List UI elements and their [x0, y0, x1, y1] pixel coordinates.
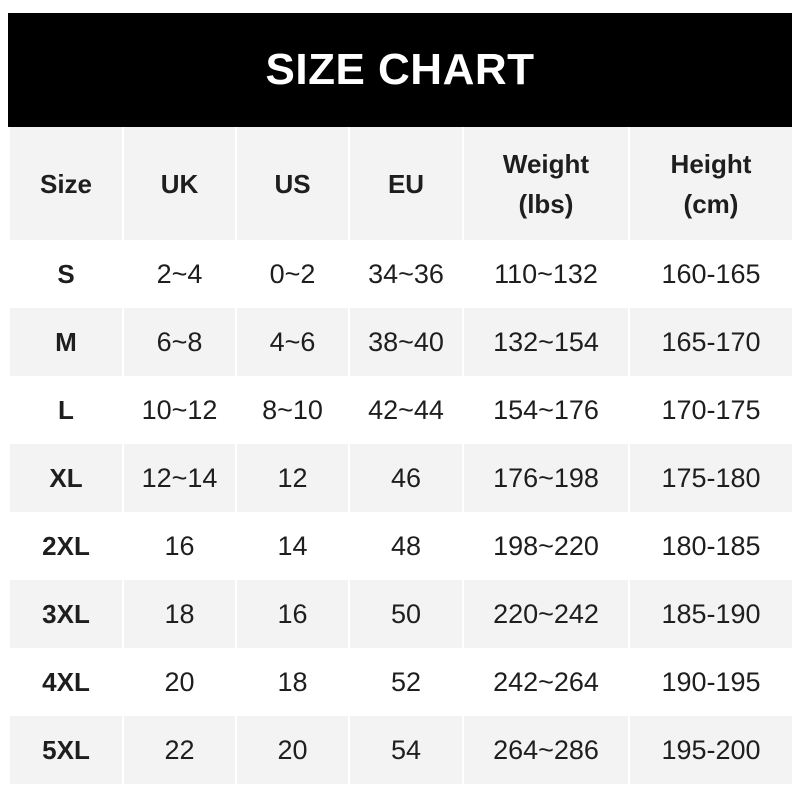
table-row: 5XL 22 20 54 264~286 195-200 [8, 716, 794, 784]
table-cell: 160-165 [628, 240, 794, 308]
table-cell: 264~286 [462, 716, 630, 784]
table-cell: 4~6 [235, 308, 350, 376]
table-cell: 38~40 [348, 308, 464, 376]
table-row: 2XL 16 14 48 198~220 180-185 [8, 512, 794, 580]
size-cell: XL [8, 444, 124, 512]
table-cell: 34~36 [348, 240, 464, 308]
size-cell: 5XL [8, 716, 124, 784]
column-header: EU [348, 127, 464, 240]
table-cell: 110~132 [462, 240, 630, 308]
column-header: Size [8, 127, 124, 240]
column-header-unit: (cm) [683, 188, 739, 219]
size-cell: 3XL [8, 580, 124, 648]
column-header: UK [122, 127, 237, 240]
table-cell: 16 [122, 512, 237, 580]
table-cell: 52 [348, 648, 464, 716]
column-header-line: US [274, 168, 311, 199]
table-row: M 6~8 4~6 38~40 132~154 165-170 [8, 308, 794, 376]
table-cell: 2~4 [122, 240, 237, 308]
table-cell: 18 [235, 648, 350, 716]
table-cell: 175-180 [628, 444, 794, 512]
column-header: Weight (lbs) [462, 127, 630, 240]
table-cell: 154~176 [462, 376, 630, 444]
table-cell: 20 [122, 648, 237, 716]
table-cell: 42~44 [348, 376, 464, 444]
table-cell: 20 [235, 716, 350, 784]
table-cell: 8~10 [235, 376, 350, 444]
table-cell: 12~14 [122, 444, 237, 512]
table-row: S 2~4 0~2 34~36 110~132 160-165 [8, 240, 794, 308]
size-cell: 4XL [8, 648, 124, 716]
column-header: US [235, 127, 350, 240]
table-cell: 185-190 [628, 580, 794, 648]
table-cell: 50 [348, 580, 464, 648]
column-header-line: EU [387, 168, 425, 199]
table-cell: 6~8 [122, 308, 237, 376]
table-cell: 165-170 [628, 308, 794, 376]
column-header-unit: (lbs) [518, 188, 574, 219]
table-cell: 22 [122, 716, 237, 784]
column-header-line: Weight [502, 148, 590, 179]
table-cell: 132~154 [462, 308, 630, 376]
table-row: 4XL 20 18 52 242~264 190-195 [8, 648, 794, 716]
table-cell: 195-200 [628, 716, 794, 784]
size-cell: M [8, 308, 124, 376]
table-cell: 220~242 [462, 580, 630, 648]
table-cell: 0~2 [235, 240, 350, 308]
table-cell: 18 [122, 580, 237, 648]
size-cell: 2XL [8, 512, 124, 580]
column-header-line: UK [160, 168, 199, 199]
header-row: Size UK US EU Weight (lbs) Height (cm) [8, 127, 794, 240]
table-cell: 190-195 [628, 648, 794, 716]
table-cell: 16 [235, 580, 350, 648]
column-header-line: Size [39, 168, 93, 199]
table-cell: 176~198 [462, 444, 630, 512]
table-row: L 10~12 8~10 42~44 154~176 170-175 [8, 376, 794, 444]
table-cell: 242~264 [462, 648, 630, 716]
column-header: Height (cm) [628, 127, 794, 240]
table-row: XL 12~14 12 46 176~198 175-180 [8, 444, 794, 512]
table-row: 3XL 18 16 50 220~242 185-190 [8, 580, 794, 648]
table-cell: 48 [348, 512, 464, 580]
size-cell: L [8, 376, 124, 444]
table-cell: 54 [348, 716, 464, 784]
table-cell: 14 [235, 512, 350, 580]
size-table: Size UK US EU Weight (lbs) Height (cm) S 2~4 0~2 3… [8, 127, 794, 784]
table-cell: 46 [348, 444, 464, 512]
table-cell: 170-175 [628, 376, 794, 444]
column-header-line: Height [670, 148, 752, 179]
table-cell: 180-185 [628, 512, 794, 580]
table-cell: 198~220 [462, 512, 630, 580]
size-chart-title: SIZE CHART [8, 13, 792, 127]
table-cell: 12 [235, 444, 350, 512]
size-cell: S [8, 240, 124, 308]
table-cell: 10~12 [122, 376, 237, 444]
